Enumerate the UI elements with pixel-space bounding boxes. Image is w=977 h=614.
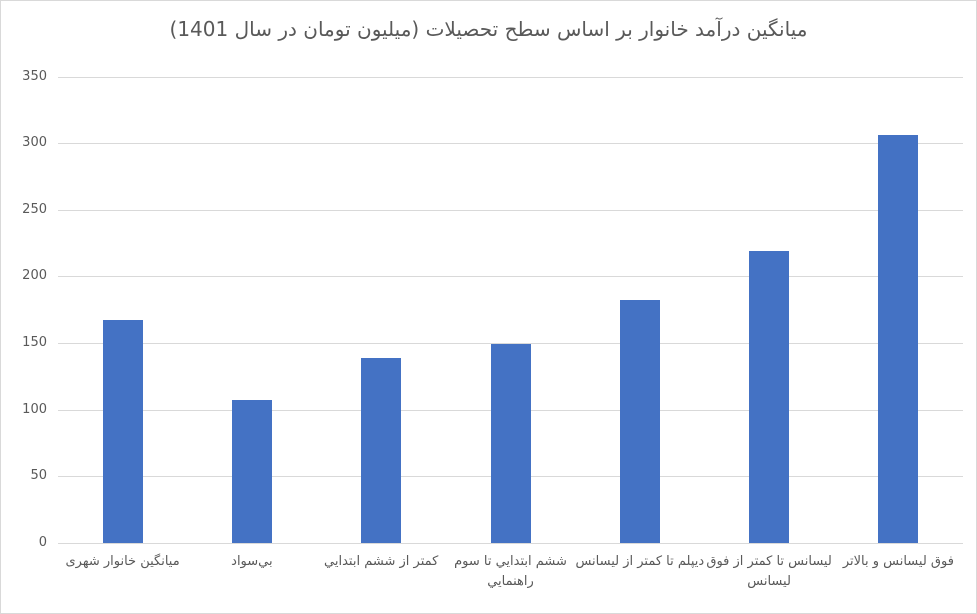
y-axis-tick-label-100: 100 (22, 401, 47, 417)
y-axis-tick-label-150: 150 (22, 335, 47, 351)
y-axis-tick-label-200: 200 (22, 268, 47, 284)
y-axis-tick-label-250: 250 (22, 201, 47, 217)
chart-title: ميانگين درآمد خانوار بر اساس سطح تحصيلات… (169, 17, 808, 41)
x-axis-category-label-6: فوق ليسانس و بالاتر (842, 554, 954, 569)
bar-3 (490, 344, 531, 543)
gridline-300 (58, 143, 963, 145)
x-axis-category-label-2: كمتر از ششم ابتدايي (324, 554, 439, 569)
x-axis-category-label-3: ششم ابتدايي تا سوم راهنمايي (454, 554, 567, 589)
y-axis-tick-label-50: 50 (30, 468, 47, 484)
bar-0 (102, 320, 143, 543)
bar-5 (749, 251, 790, 543)
bar-4 (619, 300, 660, 543)
gridline-350 (58, 76, 963, 78)
gridline-200 (58, 276, 963, 278)
y-axis-tick-label-300: 300 (22, 135, 47, 151)
bar-1 (231, 400, 272, 543)
gridline-250 (58, 209, 963, 211)
x-axis-category-label-1: بي‌سواد (231, 554, 273, 569)
x-axis-category-label-5: ليسانس تا كمتر از فوق ليسانس (706, 554, 832, 589)
bar-2 (361, 357, 402, 543)
x-axis-category-label-0: ميانگين خانوار شهری (65, 554, 180, 569)
gridline-150 (58, 343, 963, 345)
bar-6 (878, 135, 919, 543)
y-axis-tick-label-350: 350 (22, 68, 47, 84)
x-axis-category-label-4: ديپلم تا كمتر از ليسانس (575, 554, 705, 569)
gridline-0 (58, 543, 963, 544)
y-axis-tick-label-0: 0 (38, 535, 47, 550)
